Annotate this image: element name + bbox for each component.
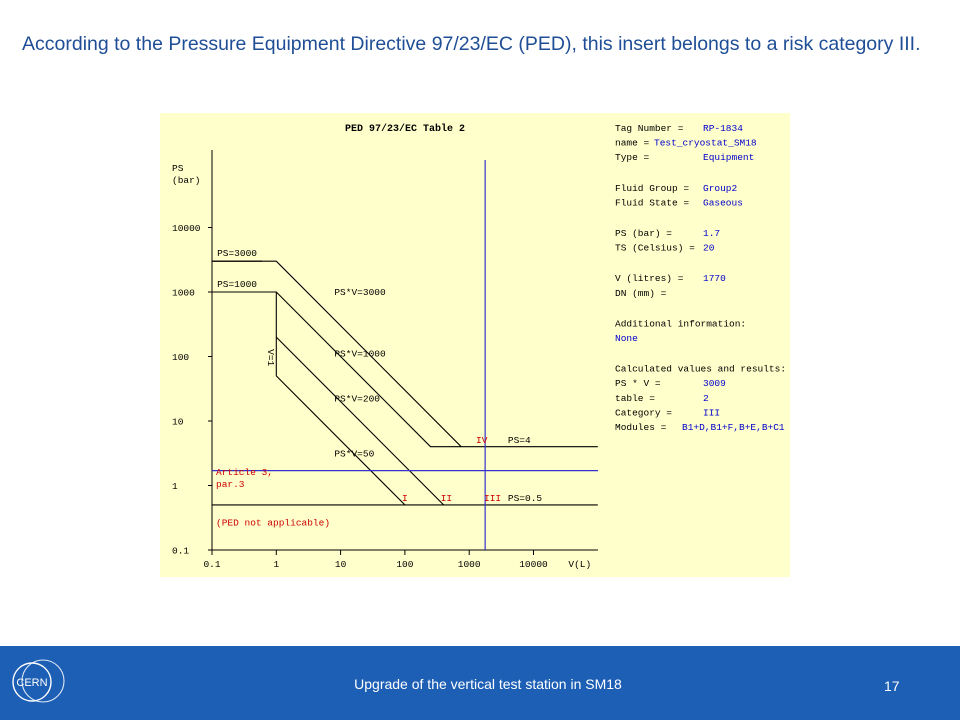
info-value: RP-1834 bbox=[703, 123, 743, 134]
x-tick-label: 10000 bbox=[519, 559, 548, 570]
info-value: 3009 bbox=[703, 378, 726, 389]
y-tick-label: 10000 bbox=[172, 223, 201, 234]
info-value: III bbox=[703, 407, 720, 418]
line-label: PS*V=1000 bbox=[334, 349, 386, 360]
line-label: PS*V=3000 bbox=[334, 287, 386, 298]
ped-chart-panel: PED 97/23/EC Table 2 PS (bar) 0.1 1 10 100 1000… bbox=[160, 113, 790, 577]
line-label: PS=4 bbox=[508, 435, 531, 446]
footer-text: Upgrade of the vertical test station in … bbox=[354, 676, 622, 692]
info-label: table = bbox=[615, 393, 655, 404]
y-tick-label: 1 bbox=[172, 481, 178, 492]
line-label: PS*V=50 bbox=[334, 449, 374, 460]
info-value: 1770 bbox=[703, 273, 726, 284]
info-label: Fluid Group = bbox=[615, 183, 689, 194]
category-label-i: I bbox=[402, 493, 408, 504]
y-tick-label: 0.1 bbox=[172, 546, 189, 557]
x-axis-label: V(L) bbox=[568, 559, 591, 570]
info-label: Type = bbox=[615, 152, 650, 163]
chart-title: PED 97/23/EC Table 2 bbox=[345, 123, 465, 135]
info-value: Group2 bbox=[703, 183, 738, 194]
info-value: Equipment bbox=[703, 152, 754, 163]
category-label-iv: IV bbox=[476, 435, 488, 446]
y-tick-label: 100 bbox=[172, 352, 189, 363]
cern-logo-icon: CERN bbox=[12, 659, 65, 703]
info-value: B1+D,B1+F,B+E,B+C1 bbox=[682, 422, 785, 433]
info-label: name = bbox=[615, 138, 650, 149]
article-annotation: (PED not applicable) bbox=[216, 517, 330, 528]
info-label: Tag Number = bbox=[615, 123, 684, 134]
info-label: V (litres) = bbox=[615, 273, 684, 284]
info-value: Gaseous bbox=[703, 197, 743, 208]
info-label: TS (Celsius) = bbox=[615, 243, 695, 254]
ped-table-chart: PED 97/23/EC Table 2PS(bar)0.11101001000… bbox=[172, 123, 786, 570]
line-label: PS=0.5 bbox=[508, 493, 543, 504]
info-label: Fluid State = bbox=[615, 197, 689, 208]
info-value: 2 bbox=[703, 393, 709, 404]
line-label: V=1 bbox=[265, 349, 276, 366]
info-label: Category = bbox=[615, 407, 672, 418]
footer-bar: CERN Upgrade of the vertical test statio… bbox=[0, 646, 960, 720]
info-label: Calculated values and results: bbox=[615, 364, 786, 375]
x-tick-label: 100 bbox=[396, 559, 413, 570]
category-label-ii: II bbox=[441, 493, 452, 504]
page-number: 17 bbox=[884, 678, 900, 694]
info-label: DN (mm) = bbox=[615, 288, 667, 299]
cern-logo-text: CERN bbox=[16, 677, 47, 689]
series-line-ps-v-50 bbox=[275, 375, 406, 506]
y-tick-label: 10 bbox=[172, 417, 184, 428]
info-value: 1.7 bbox=[703, 228, 720, 239]
category-label-iii: III bbox=[484, 493, 501, 504]
article-annotation: Article 3, bbox=[216, 467, 273, 478]
line-label: PS=1000 bbox=[217, 279, 257, 290]
info-label: PS * V = bbox=[615, 378, 661, 389]
x-tick-label: 1000 bbox=[458, 559, 481, 570]
series-line-ps-v-1000 bbox=[212, 291, 462, 448]
slide-title: According to the Pressure Equipment Dire… bbox=[22, 33, 921, 55]
info-value: Test_cryostat_SM18 bbox=[654, 138, 757, 149]
line-label: PS*V=200 bbox=[334, 394, 380, 405]
x-tick-label: 0.1 bbox=[203, 559, 220, 570]
x-tick-label: 1 bbox=[273, 559, 279, 570]
article-annotation: par.3 bbox=[216, 479, 245, 490]
info-label: Modules = bbox=[615, 422, 667, 433]
info-label: Additional information: bbox=[615, 318, 746, 329]
y-axis-label-line-2: (bar) bbox=[172, 175, 201, 186]
info-value: 20 bbox=[703, 243, 715, 254]
y-axis-label-line-1: PS bbox=[172, 163, 184, 174]
y-tick-label: 1000 bbox=[172, 288, 195, 299]
x-tick-label: 10 bbox=[335, 559, 347, 570]
line-label: PS=3000 bbox=[217, 248, 257, 259]
info-value: None bbox=[615, 333, 638, 344]
series-line-ps-v-200 bbox=[275, 336, 445, 506]
info-label: PS (bar) = bbox=[615, 228, 672, 239]
